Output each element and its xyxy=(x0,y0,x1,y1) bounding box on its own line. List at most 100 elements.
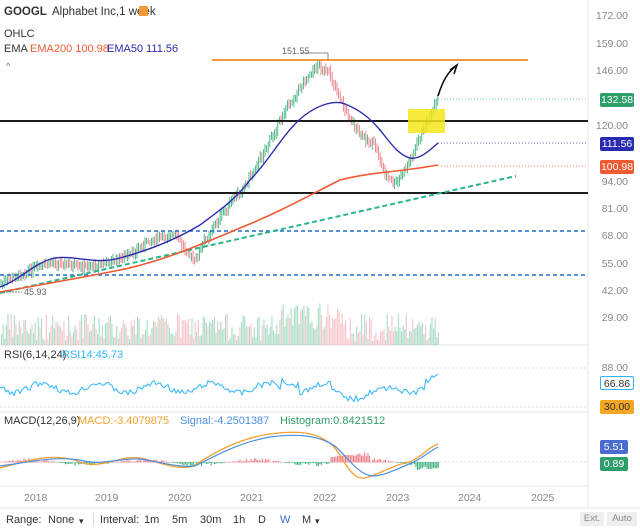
macd-hist-bar xyxy=(276,460,278,463)
auto-button[interactable]: Auto xyxy=(607,512,637,526)
volume-bar xyxy=(116,326,118,345)
macd-hist-bar xyxy=(45,460,47,463)
volume-bar xyxy=(367,338,369,345)
macd-hist-bar xyxy=(69,462,71,464)
macd-hist-bar xyxy=(180,462,182,464)
macd-hist-bar xyxy=(191,462,193,466)
interval-m[interactable]: M xyxy=(302,514,312,526)
ema200-price-tag: 100.98 xyxy=(600,160,634,174)
range-chevron-icon[interactable]: ▾ xyxy=(79,516,84,526)
volume-bar xyxy=(157,315,159,345)
volume-bar xyxy=(113,336,115,345)
interval-5m[interactable]: 5m xyxy=(172,514,188,526)
volume-bar xyxy=(31,324,33,345)
macd-hist-bar xyxy=(113,462,115,463)
volume-bar xyxy=(140,338,142,345)
macd-hist-bar xyxy=(170,462,172,463)
macd-hist-bar xyxy=(396,462,398,463)
volume-bar xyxy=(221,329,223,345)
macd-hist-bar xyxy=(372,459,374,463)
interval-1m[interactable]: 1m xyxy=(144,514,160,526)
volume-bar xyxy=(68,315,70,345)
volume-bar xyxy=(69,331,71,345)
macd-hist-bar xyxy=(225,462,227,463)
volume-bar xyxy=(92,323,94,345)
macd-hist-bar xyxy=(269,461,271,463)
macd-hist-bar xyxy=(12,460,14,463)
instrument-name: Alphabet Inc,1 week xyxy=(52,6,156,18)
collapse-icon[interactable]: ^ xyxy=(6,61,11,71)
volume-bar xyxy=(268,334,270,345)
volume-bar xyxy=(226,313,228,345)
macd-hist-bar xyxy=(151,461,153,463)
macd-hist-bar xyxy=(333,456,335,463)
volume-bar xyxy=(101,325,103,345)
macd-hist-bar xyxy=(133,461,135,463)
volume-bar xyxy=(141,334,143,345)
volume-bar xyxy=(100,336,102,345)
volume-bar xyxy=(287,314,289,345)
macd-hist-bar xyxy=(127,459,129,463)
volume-bar xyxy=(389,330,391,345)
ema200-line xyxy=(0,164,439,293)
macd-hist-bar xyxy=(388,460,390,463)
volume-bar xyxy=(348,339,350,345)
macd-hist-bar xyxy=(393,461,395,463)
volume-bar xyxy=(2,324,4,345)
interval-d[interactable]: D xyxy=(258,514,266,526)
range-select[interactable]: None xyxy=(48,514,75,526)
chart-type-label[interactable]: OHLC xyxy=(4,28,35,40)
macd-hist-bar xyxy=(434,462,436,469)
interval-30m[interactable]: 30m xyxy=(200,514,222,526)
interval-chevron-icon[interactable]: ▾ xyxy=(315,516,320,526)
macd-hist-bar xyxy=(284,462,286,463)
interval-w[interactable]: W xyxy=(280,514,291,526)
macd-hist-bar xyxy=(370,461,372,463)
volume-bar xyxy=(327,304,329,345)
macd-hist-bar xyxy=(66,462,68,464)
interval-1h[interactable]: 1h xyxy=(233,514,246,526)
volume-bar xyxy=(71,336,73,345)
price-tick-172: 172.00 xyxy=(595,10,628,22)
volume-bar xyxy=(188,318,190,345)
macd-hist-bar xyxy=(401,462,403,463)
volume-bar xyxy=(316,325,318,345)
macd-hist-bar xyxy=(117,461,119,463)
settings-icon[interactable] xyxy=(139,6,148,16)
volume-bar xyxy=(9,329,11,345)
ext-button[interactable]: Ext. xyxy=(580,512,604,526)
volume-bar xyxy=(319,303,321,345)
macd-hist-bar xyxy=(433,462,435,468)
macd-hist-bar xyxy=(309,462,311,464)
volume-bar xyxy=(199,335,201,345)
macd-hist-bar xyxy=(354,455,356,463)
macd-hist-bar xyxy=(367,452,369,463)
volume-bar xyxy=(345,320,347,345)
highlight-box xyxy=(408,109,445,133)
volume-bar xyxy=(354,340,356,345)
volume-bar xyxy=(276,324,278,345)
volume-bar xyxy=(119,331,121,345)
volume-bar xyxy=(233,334,235,345)
macd-hist-bar xyxy=(36,461,38,463)
volume-bar xyxy=(425,325,427,345)
macd-histogram xyxy=(1,452,439,471)
macd-hist-bar xyxy=(57,462,59,463)
volume-bar xyxy=(218,329,220,345)
macd-hist-bar xyxy=(188,462,190,464)
macd-hist-bar xyxy=(436,462,438,469)
volume-bar xyxy=(148,335,150,345)
macd-hist-bar xyxy=(220,462,222,464)
volume-bar xyxy=(418,321,420,345)
volume-bar xyxy=(76,330,78,345)
macd-hist-bar xyxy=(209,462,211,463)
macd-hist-bar xyxy=(420,462,422,469)
interval-label: Interval: xyxy=(100,514,140,526)
volume-bar xyxy=(377,339,379,345)
volume-bar xyxy=(361,313,363,345)
macd-hist-bar xyxy=(426,462,428,469)
macd-hist-bar xyxy=(391,461,393,463)
macd-hist-bar xyxy=(164,461,166,463)
volume-bar xyxy=(159,318,161,345)
